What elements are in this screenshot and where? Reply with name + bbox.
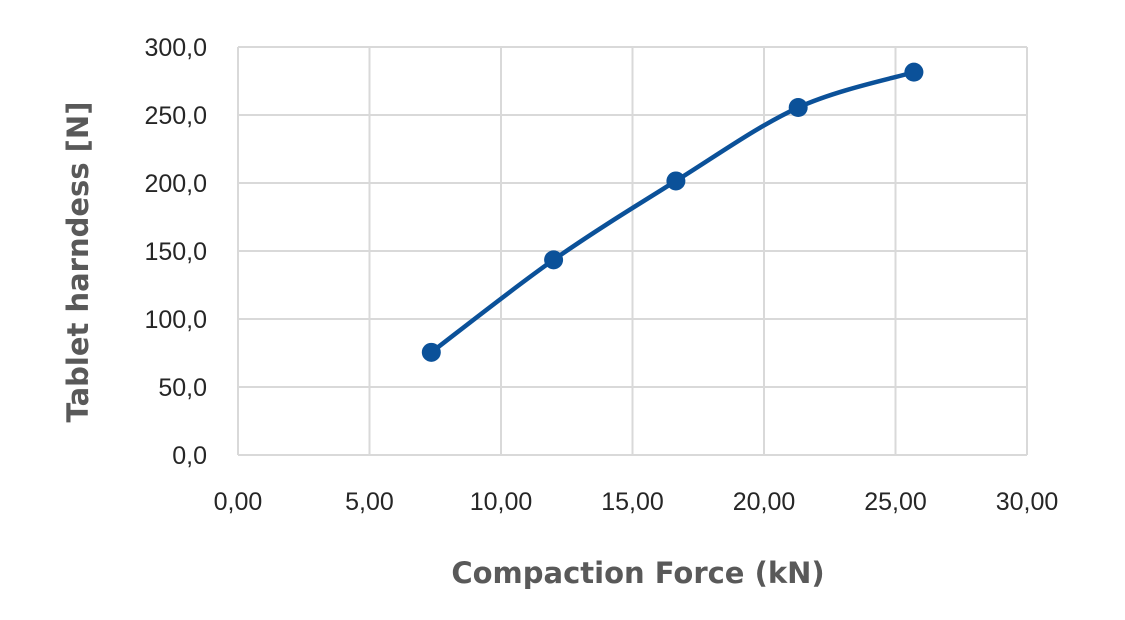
x-tick-label: 5,00 bbox=[345, 488, 394, 516]
grid-lines bbox=[238, 46, 1028, 455]
y-axis-title: Tablet harndess [N] bbox=[61, 102, 95, 423]
x-tick-label: 0,00 bbox=[214, 488, 263, 516]
y-tick-label: 50,0 bbox=[158, 374, 207, 402]
x-tick-label: 25,00 bbox=[864, 488, 927, 516]
series-group bbox=[421, 62, 924, 362]
x-axis-tick-labels: 0,00 5,00 10,00 15,00 20,00 25,00 30,00 bbox=[214, 488, 1059, 516]
x-axis-title: Compaction Force (kN) bbox=[451, 556, 824, 590]
y-tick-label: 300,0 bbox=[144, 34, 207, 62]
y-tick-label: 100,0 bbox=[144, 306, 207, 334]
axes bbox=[237, 47, 1027, 456]
y-tick-label: 250,0 bbox=[144, 102, 207, 130]
y-tick-label: 200,0 bbox=[144, 170, 207, 198]
y-axis-tick-labels: 0,0 50,0 100,0 150,0 200,0 250,0 300,0 bbox=[144, 34, 207, 470]
y-tick-label: 0,0 bbox=[172, 442, 207, 470]
y-tick-label: 150,0 bbox=[144, 238, 207, 266]
x-tick-label: 15,00 bbox=[601, 488, 664, 516]
data-point-marker bbox=[666, 171, 686, 191]
data-point-marker bbox=[788, 98, 808, 118]
x-tick-label: 30,00 bbox=[996, 488, 1059, 516]
data-point-marker bbox=[544, 250, 564, 270]
x-tick-label: 10,00 bbox=[470, 488, 533, 516]
data-point-marker bbox=[421, 342, 441, 362]
data-point-marker bbox=[904, 62, 924, 82]
x-tick-label: 20,00 bbox=[733, 488, 796, 516]
